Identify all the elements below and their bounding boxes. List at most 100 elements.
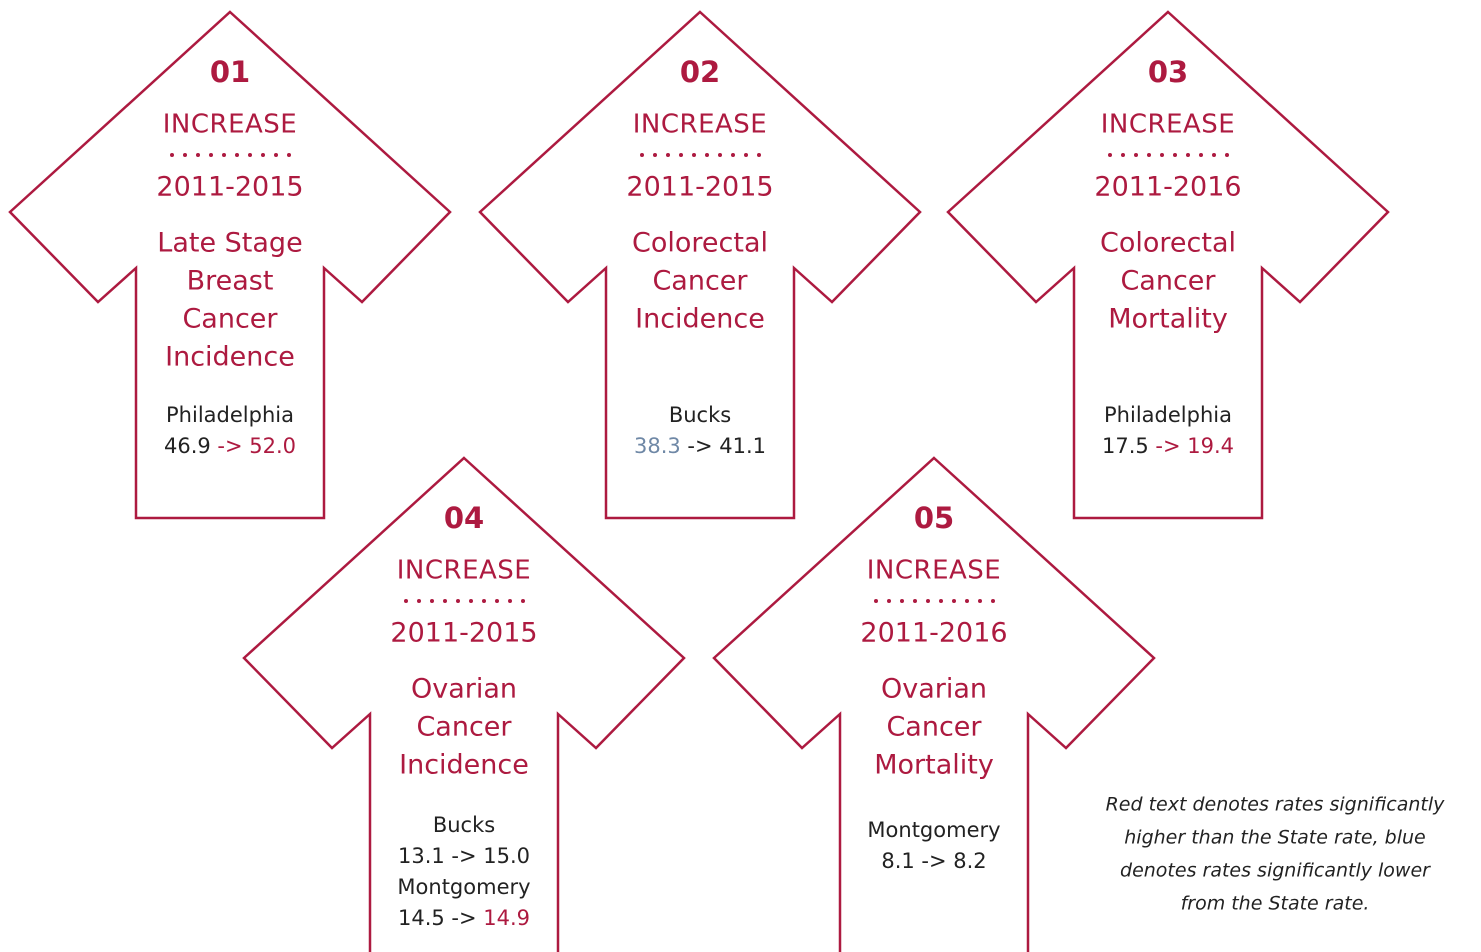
dot [1186, 153, 1190, 157]
dot [456, 599, 460, 603]
dot [235, 153, 239, 157]
note-line: Red text denotes rates significantly [1106, 794, 1446, 816]
dot [926, 599, 930, 603]
note-line: from the State rate. [1181, 893, 1370, 915]
dot [705, 153, 709, 157]
arrow-card: 05 INCREASE 2011-2016 Ovarian Cancer Mortalit… [712, 456, 1156, 952]
dot [653, 153, 657, 157]
arrow-number: 01 [210, 55, 250, 89]
place: Montgomery [397, 875, 530, 899]
arrow-title: Cancer [886, 712, 982, 743]
arrow-number: 05 [914, 501, 954, 535]
arrow-title: Incidence [399, 750, 529, 781]
arrow-label: INCREASE [633, 110, 767, 140]
arrow-label: INCREASE [867, 556, 1001, 586]
rate: 17.5 -> 19.4 [1102, 434, 1234, 458]
arrow-title: Breast [187, 266, 274, 297]
dot [287, 153, 291, 157]
arrow-years: 2011-2015 [156, 172, 303, 203]
rate-part: 13.1 -> 15.0 [398, 844, 530, 868]
dot [248, 153, 252, 157]
rate: 8.1 -> 8.2 [881, 849, 986, 873]
arrow-title: Cancer [416, 712, 512, 743]
rate-part: 8.1 -> 8.2 [881, 849, 986, 873]
dot [430, 599, 434, 603]
arrow-title: Colorectal [1100, 228, 1236, 259]
dot [666, 153, 670, 157]
dot [508, 599, 512, 603]
arrow-years: 2011-2016 [860, 618, 1007, 649]
arrow-shape [478, 10, 922, 520]
dot [718, 153, 722, 157]
dot [874, 599, 878, 603]
arrow-years: 2011-2016 [1094, 172, 1241, 203]
arrow-years: 2011-2015 [626, 172, 773, 203]
dot [913, 599, 917, 603]
dot [1121, 153, 1125, 157]
rate-part: 14.5 -> [398, 906, 483, 930]
arrow-shape [242, 456, 686, 952]
dot [183, 153, 187, 157]
dot [640, 153, 644, 157]
note-line: higher than the State rate, blue [1124, 827, 1425, 849]
arrow-title: Cancer [652, 266, 748, 297]
arrow-number: 04 [444, 501, 484, 535]
arrow-label: INCREASE [1101, 110, 1235, 140]
rate-part: 38.3 [634, 434, 687, 458]
dot [1225, 153, 1229, 157]
rate: 46.9 -> 52.0 [164, 434, 296, 458]
arrow-card: 01 INCREASE 2011-2015 Late Stage Breast Cance… [8, 10, 452, 520]
arrow-title: Mortality [1108, 304, 1228, 335]
dot [757, 153, 761, 157]
dot [679, 153, 683, 157]
dot [978, 599, 982, 603]
rate-part: 46.9 [164, 434, 217, 458]
dot [900, 599, 904, 603]
dot [692, 153, 696, 157]
dot [1160, 153, 1164, 157]
dot [482, 599, 486, 603]
dot [209, 153, 213, 157]
dot [222, 153, 226, 157]
arrow-label: INCREASE [163, 110, 297, 140]
dot [965, 599, 969, 603]
dot [417, 599, 421, 603]
place: Philadelphia [166, 403, 294, 427]
dot [1147, 153, 1151, 157]
arrow-title: Mortality [874, 750, 994, 781]
arrow-title: Late Stage [157, 228, 302, 259]
rate-part: 17.5 [1102, 434, 1155, 458]
dot [1108, 153, 1112, 157]
arrow-title: Cancer [182, 304, 278, 335]
arrow-shape [712, 456, 1156, 952]
dot [952, 599, 956, 603]
arrow-shape [946, 10, 1390, 520]
rate: 14.5 -> 14.9 [398, 906, 530, 930]
dot [170, 153, 174, 157]
note-line: denotes rates significantly lower [1120, 860, 1431, 882]
arrow-title: Incidence [165, 342, 295, 373]
arrow-number: 03 [1148, 55, 1188, 89]
dot [443, 599, 447, 603]
dot [991, 599, 995, 603]
rate-part: -> 52.0 [217, 434, 296, 458]
rate: 13.1 -> 15.0 [398, 844, 530, 868]
place: Bucks [669, 403, 731, 427]
dot [744, 153, 748, 157]
dot [939, 599, 943, 603]
arrow-card: 04 INCREASE 2011-2015 Ovarian Cancer Incidenc… [242, 456, 686, 952]
dot [196, 153, 200, 157]
dot [495, 599, 499, 603]
arrow-number: 02 [680, 55, 720, 89]
arrow-title: Cancer [1120, 266, 1216, 297]
dot [1173, 153, 1177, 157]
arrow-card: 02 INCREASE 2011-2015 Colorectal Cancer Incid… [478, 10, 922, 520]
dot [731, 153, 735, 157]
dot [469, 599, 473, 603]
place: Montgomery [867, 818, 1000, 842]
arrow-title: Ovarian [881, 674, 987, 705]
arrow-title: Ovarian [411, 674, 517, 705]
arrow-shape [8, 10, 452, 520]
arrow-years: 2011-2015 [390, 618, 537, 649]
